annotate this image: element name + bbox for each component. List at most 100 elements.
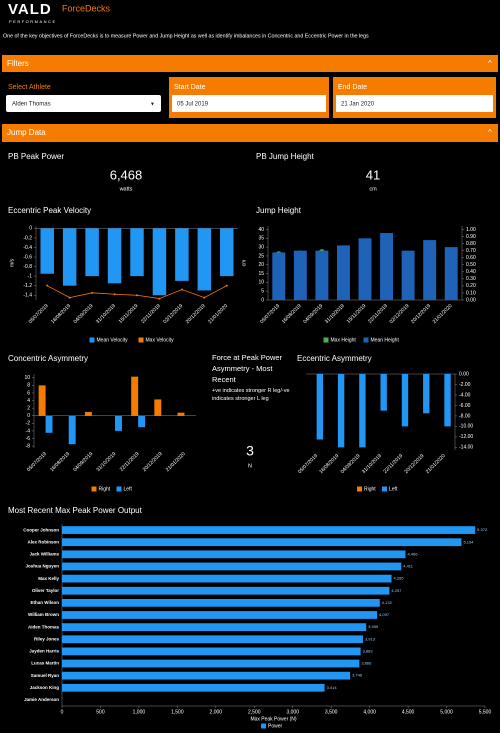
x-tick-label: 5,500 (479, 709, 492, 715)
bar (293, 250, 307, 300)
bar (62, 659, 360, 668)
data-label: 4,257 (391, 588, 402, 593)
y-tick-label: 0 (261, 297, 264, 303)
y-tick-label: Jamie Anderson (24, 697, 59, 702)
kpi-unit: cm (369, 186, 377, 192)
filters-bar[interactable] (2, 55, 498, 72)
start-input[interactable] (172, 95, 326, 112)
force-title: Force at Peak Power Asymmetry - Most Rec… (212, 353, 283, 384)
legend-label: Mean Velocity (97, 337, 129, 343)
point (225, 284, 228, 287)
data-label: 4,466 (407, 551, 418, 556)
bar (380, 374, 387, 411)
y-tick-label: 0 (27, 413, 30, 419)
end-input[interactable] (336, 95, 493, 112)
y-tick-label: -0.8 (23, 264, 32, 270)
athlete-value[interactable]: Alden Thomas (12, 102, 51, 108)
chart-title: Eccentric Peak Velocity (8, 206, 91, 215)
bar (130, 228, 144, 277)
bar (62, 526, 476, 534)
legend-swatch (261, 723, 266, 729)
point (158, 297, 161, 300)
bar (272, 252, 286, 300)
data-label: 3,746 (352, 673, 363, 678)
bar (337, 374, 345, 448)
bar (62, 538, 462, 547)
section-bar[interactable] (2, 124, 498, 142)
bar (401, 250, 415, 300)
bar (401, 374, 409, 427)
bar (358, 238, 372, 300)
section-title[interactable]: Jump Data (7, 128, 46, 137)
point (180, 288, 183, 291)
x-tick-label: 5,000 (440, 709, 453, 715)
point (136, 294, 138, 297)
y-tick-label: -1.2 (23, 283, 32, 289)
y-tick-label: 8 (27, 383, 30, 389)
y-tick-label: Alex Robinson (27, 539, 59, 544)
x-tick-label: 3,500 (325, 709, 338, 715)
start-value[interactable]: 05 Jul 2019 (177, 102, 209, 108)
legend-swatch (116, 486, 122, 492)
y-tick-label: 10 (24, 375, 30, 381)
end-value[interactable]: 21 Jan 2020 (341, 102, 375, 108)
y-tick-label: 2 (27, 405, 30, 411)
y-tick-label: 5 (261, 289, 264, 295)
bar (84, 411, 92, 416)
y-tick-label: -0.4 (23, 245, 32, 251)
y-tick-label: -10.00 (459, 424, 473, 430)
kpi-title: PB Jump Height (256, 152, 315, 161)
force-note: +ve indicates stronger R leg/-ve indicat… (212, 388, 290, 402)
y-tick-label: -8 (26, 443, 31, 449)
y-tick-label: Ethan Wilson (31, 600, 60, 605)
bar (315, 250, 329, 300)
bar (444, 374, 451, 427)
y-tick-label: 30 (258, 244, 264, 250)
bar (62, 574, 392, 583)
y2-tick-label: 0.20 (466, 283, 476, 289)
collapse-icon[interactable]: ^ (488, 128, 492, 137)
force-panel: Force at Peak Power Asymmetry - Most Rec… (212, 353, 290, 402)
bar (154, 399, 162, 416)
data-label: 4,411 (403, 564, 413, 569)
y-tick-label: -8.00 (459, 413, 471, 419)
legend-swatch (89, 337, 95, 343)
bar (107, 228, 122, 284)
y-tick-label: -6 (26, 436, 31, 442)
y-tick-label: -1 (28, 273, 33, 279)
y-tick-label: -14.00 (459, 445, 473, 451)
logo: VALD (8, 1, 52, 18)
y-tick-label: 0.00 (459, 371, 469, 377)
bar (62, 635, 363, 644)
data-label: 3,883 (363, 648, 374, 653)
athlete-select[interactable] (6, 95, 161, 112)
bar (380, 233, 394, 300)
y-tick-label: 40 (258, 227, 264, 233)
x-tick-label: 500 (96, 709, 105, 715)
collapse-icon[interactable]: ^ (488, 59, 492, 68)
point (203, 296, 206, 299)
y-tick-label: 20 (258, 262, 264, 268)
y-tick-label: -0.6 (23, 254, 32, 260)
y-axis-title: m/s (9, 258, 15, 267)
y2-tick-label: 0.10 (466, 290, 476, 296)
app-name: ForceDecks (62, 3, 111, 13)
y-tick-label: Joshua Nguyen (25, 564, 59, 569)
chart-title: Jump Height (256, 206, 302, 215)
y-tick-label: Lucas Martin (31, 661, 59, 666)
x-tick-label: 2,000 (210, 709, 223, 715)
bar (62, 562, 402, 571)
kpi-unit: watts (119, 186, 133, 192)
kpi-value: 41 (366, 167, 380, 182)
dropdown-arrow[interactable]: ▼ (150, 101, 155, 107)
bar (423, 374, 430, 414)
y2-tick-label: 0.50 (466, 262, 476, 268)
y-tick-label: -4.00 (459, 392, 471, 398)
chart-title: Eccentric Asymmetry (297, 354, 372, 363)
y-tick-label: -2 (26, 421, 31, 427)
filters-title[interactable]: Filters (7, 59, 29, 68)
bar (316, 374, 324, 440)
bar (152, 228, 167, 296)
y2-tick-label: 0.90 (466, 234, 476, 240)
